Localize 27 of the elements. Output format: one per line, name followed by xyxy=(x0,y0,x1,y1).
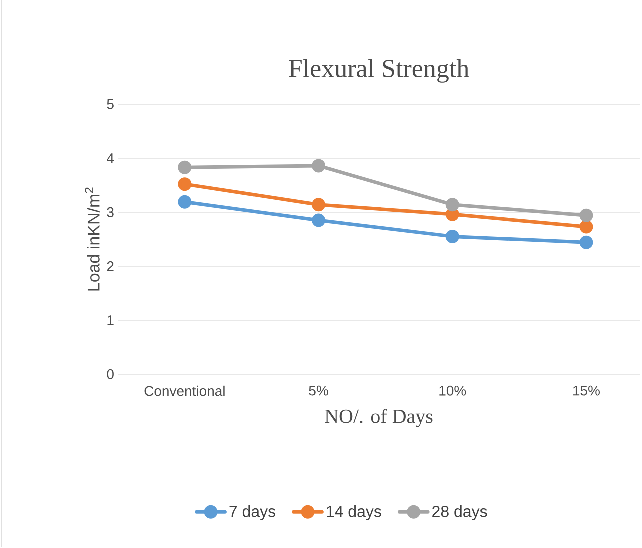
y-tick-label: 2 xyxy=(107,262,114,272)
point xyxy=(312,159,326,173)
point xyxy=(312,198,326,212)
point xyxy=(580,220,594,234)
y-tick-label: 4 xyxy=(107,154,114,164)
y-tick-label: 5 xyxy=(107,100,114,110)
point xyxy=(446,230,460,244)
legend-label: 14 days xyxy=(327,506,382,521)
point xyxy=(446,198,460,212)
point xyxy=(580,236,594,250)
x-tick-label: 15% xyxy=(574,386,600,396)
x-tick-label: Conventional xyxy=(144,386,225,396)
y-tick-label: 1 xyxy=(108,316,114,326)
point xyxy=(178,178,192,192)
x-tick-label: 10% xyxy=(440,386,466,396)
point xyxy=(312,214,326,228)
legend-label: 7 days xyxy=(230,506,276,521)
x-tick-label: 5% xyxy=(309,386,328,396)
legend-label: 28 days xyxy=(432,506,488,521)
point xyxy=(178,195,192,209)
x-axis-title: NO/. of Days xyxy=(325,409,433,428)
point xyxy=(178,160,192,174)
y-tick-label: 0 xyxy=(107,370,114,380)
y-axis-title: Load inKN/m$^{2}$ xyxy=(85,188,100,291)
chart-title: Flexural Strength xyxy=(289,59,470,83)
point xyxy=(580,208,594,222)
y-tick-label: 3 xyxy=(107,208,114,218)
